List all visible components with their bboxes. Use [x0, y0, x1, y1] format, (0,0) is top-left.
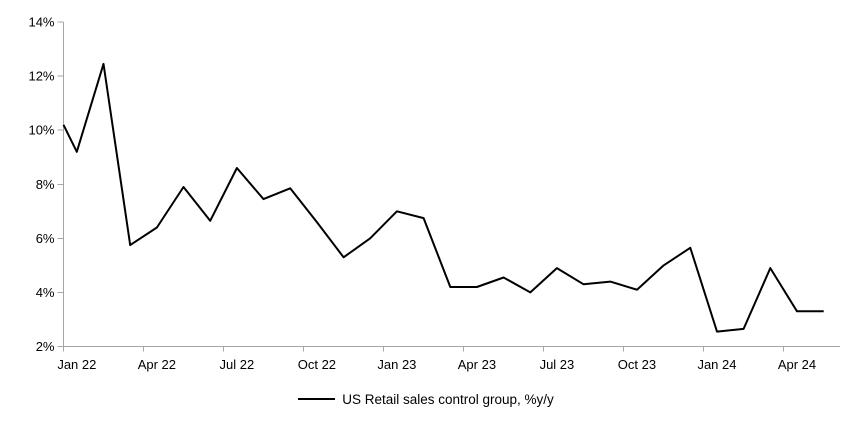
legend-line-sample [298, 398, 336, 400]
x-tick-label: Apr 24 [778, 357, 816, 372]
x-tick-label: Jul 22 [220, 357, 255, 372]
y-tick-label: 2% [36, 339, 55, 354]
y-tick-label: 4% [36, 285, 55, 300]
legend-label: US Retail sales control group, %y/y [342, 391, 554, 407]
legend: US Retail sales control group, %y/y [0, 390, 852, 408]
x-tick-label: Oct 22 [298, 357, 336, 372]
line-chart: 2% 4% 6% 8% 10% 12% 14% Jan 22 Apr 22 Jul 22 Oct 2… [28, 15, 840, 372]
x-tick-label: Apr 23 [458, 357, 496, 372]
y-tick-label: 8% [36, 177, 55, 192]
series-line [62, 62, 824, 333]
x-tick-label: Oct 23 [618, 357, 656, 372]
y-tick-label: 6% [36, 231, 55, 246]
y-tick-label: 14% [28, 15, 54, 30]
y-tick-label: 12% [28, 69, 54, 84]
x-tick-label: Jan 23 [377, 357, 416, 372]
x-tick-label: Apr 22 [138, 357, 176, 372]
x-tick-label: Jan 24 [697, 357, 736, 372]
x-tick-label: Jan 22 [57, 357, 96, 372]
x-tick-label: Jul 23 [540, 357, 575, 372]
y-tick-label: 10% [28, 123, 54, 138]
